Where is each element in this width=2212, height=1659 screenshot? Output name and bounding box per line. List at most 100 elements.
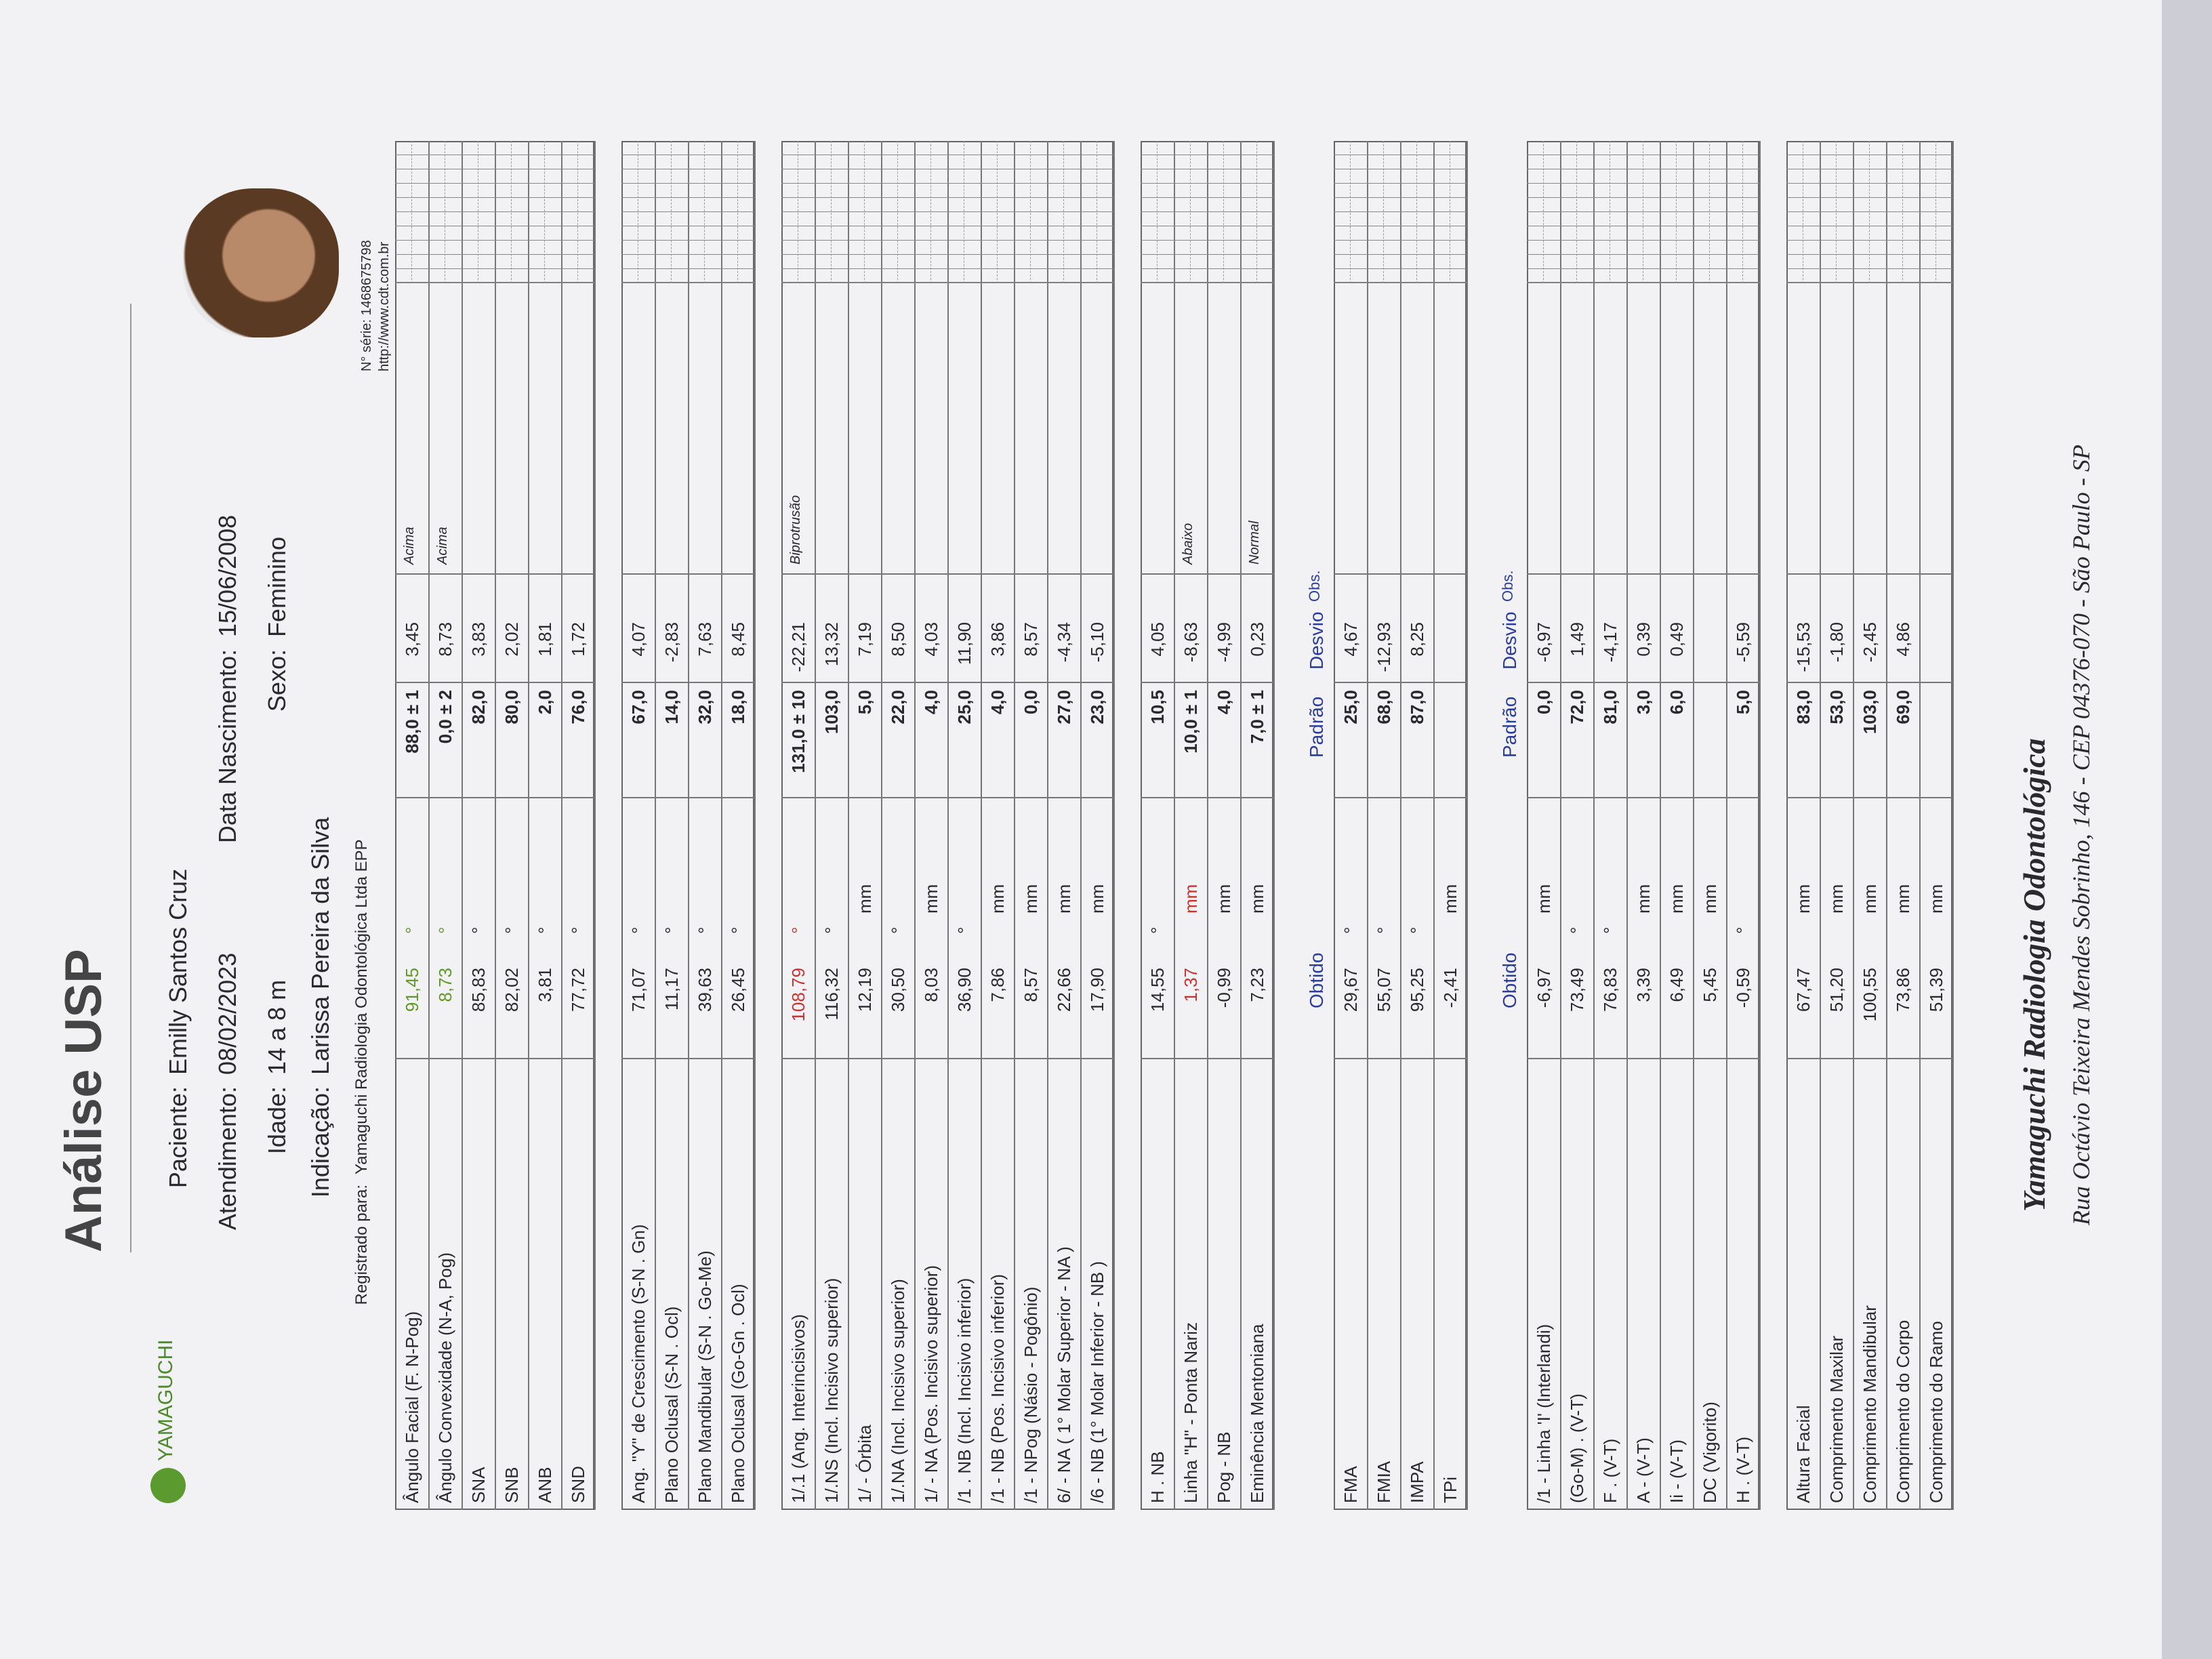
- rule: [130, 304, 131, 1252]
- table-row: 1/ - NA (Pos. Incisivo superior) 8,03 mm 4,…: [914, 141, 949, 1510]
- col-header: Obtido: [1499, 952, 1520, 1009]
- deviation-value: 1,49: [1567, 622, 1587, 657]
- standard-value: 10,5: [1147, 690, 1168, 724]
- column-rule: [462, 1058, 496, 1059]
- standard-value: 4,0: [921, 690, 941, 715]
- standard-value: 23,0: [1087, 690, 1107, 724]
- column-rule: [495, 797, 529, 798]
- column-rule: [781, 682, 816, 683]
- deviation-value: 8,57: [1021, 622, 1041, 657]
- table-row: Ângulo Facial (F. N-Pog) 91,45 ° 88,0 ± 1 3,…: [395, 141, 430, 1510]
- table-row: /1 - Linha 'I' (Interlandi) -6,97 mm 0,0 -6,…: [1527, 141, 1561, 1510]
- column-rule: [462, 573, 496, 575]
- column-rule: [848, 573, 882, 575]
- deviation-graph: [1240, 141, 1273, 283]
- column-rule: [947, 682, 982, 683]
- standard-value: 4,0: [1214, 690, 1234, 715]
- column-rule: [528, 682, 562, 683]
- column-rule: [655, 682, 689, 683]
- column-rule: [781, 1058, 816, 1059]
- standard-value: 5,0: [855, 690, 875, 715]
- obtained-value: 39,63: [695, 968, 715, 1012]
- deviation-graph: [528, 141, 561, 283]
- deviation-graph: [561, 141, 594, 283]
- column-rule: [914, 682, 949, 683]
- unit: °: [568, 926, 588, 934]
- deviation-graph: [881, 141, 914, 283]
- column-rule: [1047, 682, 1082, 683]
- parameter-name: Comprimento do Corpo: [1893, 1319, 1913, 1503]
- deviation-value: 1,81: [535, 622, 555, 657]
- column-rule: [1207, 682, 1242, 683]
- column-rule: [1400, 1058, 1435, 1059]
- column-rule: [561, 573, 596, 575]
- deviation-graph: [1919, 141, 1952, 283]
- column-rule: [1207, 1058, 1242, 1059]
- obtained-value: 26,45: [728, 968, 748, 1012]
- column-rule: [1334, 573, 1368, 575]
- standard-value: 103,0: [1860, 690, 1880, 735]
- unit: °: [535, 926, 555, 934]
- column-rule: [1527, 797, 1561, 798]
- deviation-value: 7,63: [695, 622, 715, 657]
- unit: mm: [1893, 884, 1913, 914]
- obtained-value: 73,49: [1567, 968, 1587, 1012]
- standard-value: 88,0 ± 1: [402, 690, 422, 754]
- obtained-value: 22,66: [1054, 968, 1074, 1012]
- table-row: /1 - NPog (Násio - Pogônio) 8,57 mm 0,0 8,57: [1014, 141, 1048, 1510]
- deviation-value: 0,39: [1633, 622, 1654, 657]
- table-row: H . (V-T) -0,59 ° 5,0 -5,59: [1726, 141, 1761, 1510]
- table-row: ANB 3,81 ° 2,0 1,81: [528, 141, 562, 1510]
- column-rule: [1367, 573, 1401, 575]
- parameter-name: Plano Mandibular (S-N . Go-Me): [695, 1250, 715, 1503]
- footer-company: Yamaguchi Radiologia Odontológica: [2017, 738, 2051, 1212]
- deviation-value: -8,63: [1181, 622, 1201, 663]
- unit: °: [661, 926, 682, 934]
- deviation-graph: [621, 141, 655, 283]
- column-rule: [1240, 1058, 1275, 1059]
- standard-value: 25,0: [954, 690, 975, 724]
- column-rule: [1174, 682, 1208, 683]
- standard-value: 10,0 ± 1: [1181, 690, 1201, 754]
- column-rule: [1433, 797, 1468, 798]
- column-rule: [781, 573, 816, 575]
- unit: °: [954, 926, 975, 934]
- column-rule: [848, 1058, 882, 1059]
- deviation-graph: [1660, 141, 1693, 283]
- unit: °: [402, 926, 422, 934]
- deviation-value: 4,67: [1340, 622, 1361, 657]
- table-row: Ii - (V-T) 6,49 mm 6,0 0,49: [1660, 141, 1694, 1510]
- obtained-value: 6,49: [1666, 968, 1687, 1002]
- table-row: SNA 85,83 ° 82,0 3,83: [462, 141, 496, 1510]
- column-rule: [1726, 797, 1761, 798]
- deviation-graph: [655, 141, 688, 283]
- column-rule: [1400, 573, 1435, 575]
- column-rule: [1626, 682, 1661, 683]
- obtained-value: 3,39: [1633, 968, 1654, 1002]
- standard-value: 0,0: [1021, 690, 1041, 715]
- deviation-value: 3,83: [468, 622, 489, 657]
- field-value: Yamaguchi Radiologia Odontológica Ltda E…: [352, 839, 371, 1174]
- deviation-graph: [1527, 141, 1560, 283]
- col-header: Obs.: [1306, 570, 1323, 602]
- column-rule: [561, 1058, 596, 1059]
- deviation-value: 3,86: [987, 622, 1008, 657]
- table-row: Eminência Mentoniana 7,23 mm 7,0 ± 1 0,23 Nor…: [1240, 141, 1275, 1510]
- table-row: 1/.1 (Ang. Interincisivos) 108,79 ° 131,0 ±…: [781, 141, 816, 1510]
- deviation-graph: [815, 141, 848, 283]
- obtained-value: 11,17: [661, 968, 682, 1011]
- column-rule: [1080, 682, 1115, 683]
- column-rule: [1080, 1058, 1115, 1059]
- col-header: Padrão: [1499, 696, 1520, 758]
- col-header: Padrão: [1306, 696, 1327, 758]
- unit: °: [821, 926, 842, 934]
- obtained-value: 8,73: [435, 968, 455, 1002]
- table-row: /6 - NB (1° Molar Inferior - NB ) 17,90 mm…: [1080, 141, 1115, 1510]
- unit: mm: [1054, 884, 1074, 914]
- parameter-name: Comprimento do Ramo: [1926, 1321, 1946, 1503]
- parameter-name: 1/ - NA (Pos. Incisivo superior): [921, 1265, 941, 1503]
- deviation-graph: [1400, 141, 1433, 283]
- obtained-value: 51,20: [1826, 968, 1847, 1012]
